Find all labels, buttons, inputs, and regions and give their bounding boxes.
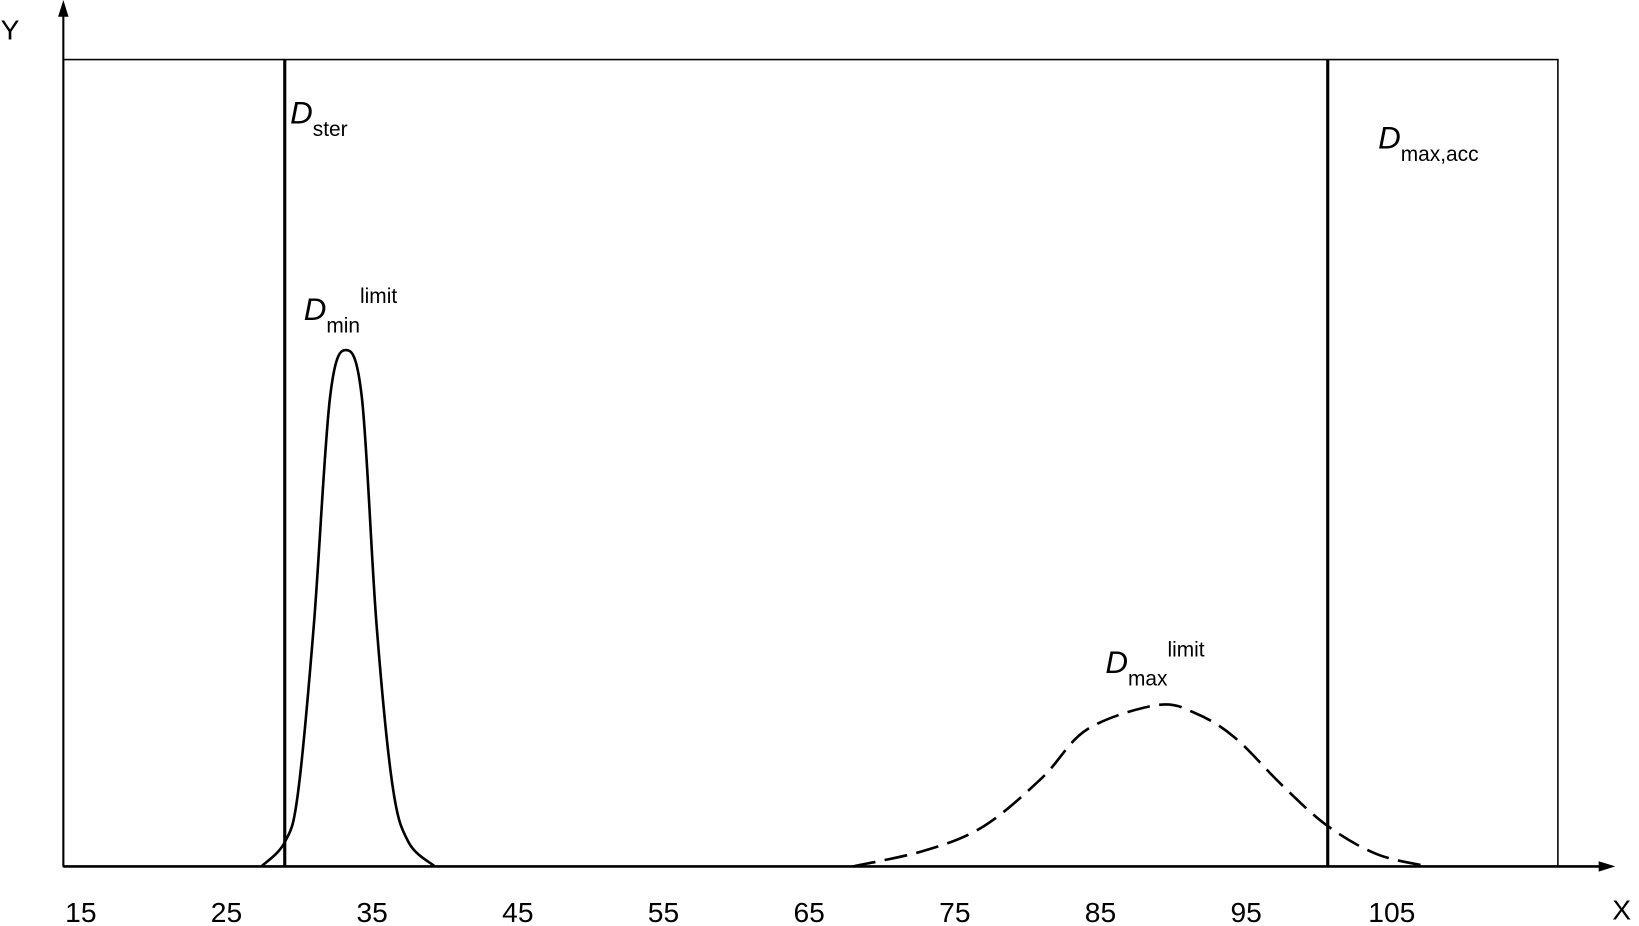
x-tick-label: 35 xyxy=(356,896,387,926)
annotation-sub: max,acc xyxy=(1401,143,1479,166)
annotation: Dminlimit xyxy=(304,285,398,337)
x-tick-label: 15 xyxy=(65,896,96,926)
annotation-sup: limit xyxy=(1167,638,1204,661)
y-axis-label: Y xyxy=(1,14,20,46)
x-tick-label: 105 xyxy=(1368,896,1415,926)
annotation-main: D xyxy=(1378,120,1401,155)
x-tick-label: 25 xyxy=(211,896,242,926)
annotation: Dmax limit xyxy=(1105,638,1204,690)
annotation-sup: limit xyxy=(360,285,397,308)
annotation-main: D xyxy=(304,292,327,327)
x-tick-label: 75 xyxy=(939,896,970,926)
x-arrow xyxy=(1598,861,1616,872)
y-arrow xyxy=(58,0,69,17)
x-tick-label: 95 xyxy=(1230,896,1261,926)
annotation: Dmax,acc xyxy=(1378,120,1478,166)
annotation-sub: max xyxy=(1128,668,1168,691)
annotation-sub: min xyxy=(326,314,360,337)
x-axis-label: X xyxy=(1612,894,1631,926)
annotation-main: D xyxy=(1105,645,1128,680)
x-tick-label: 65 xyxy=(793,896,824,926)
x-tick-label: 85 xyxy=(1085,896,1116,926)
x-tick-label: 55 xyxy=(648,896,679,926)
series-line xyxy=(260,348,436,868)
annotation-main: D xyxy=(290,95,313,130)
x-tick-label: 45 xyxy=(502,896,533,926)
series-line xyxy=(852,703,1429,868)
annotation-sub: ster xyxy=(313,118,348,141)
annotation: Dster xyxy=(290,95,348,141)
plot-frame xyxy=(62,58,1559,868)
